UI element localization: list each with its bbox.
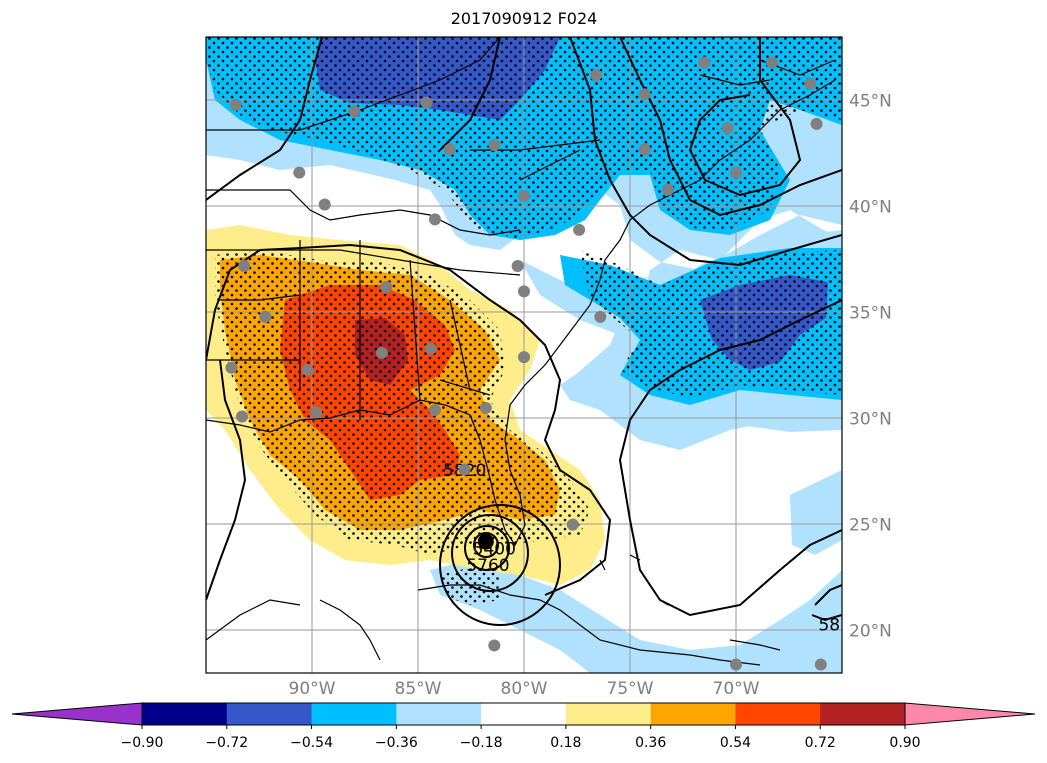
station-dot: [458, 463, 471, 476]
latitude-labels: 45°N 40°N 35°N 30°N 25°N 20°N: [849, 92, 892, 642]
colorbar-segment: [650, 703, 736, 725]
station-dot: [488, 639, 501, 652]
station-dot: [590, 69, 603, 82]
station-dot: [511, 259, 524, 272]
stipple-southeast: [580, 250, 842, 398]
colorbar-tick-label-3: −0.36: [375, 735, 418, 751]
colorbar-tick-label-2: −0.54: [290, 735, 333, 751]
colorbar-tick-label-0: −0.90: [121, 735, 164, 751]
station-dot: [662, 183, 675, 196]
station-dot: [375, 346, 388, 359]
station-dot: [766, 56, 779, 69]
station-dot: [730, 658, 742, 671]
lat-label-5: 20°N: [849, 622, 892, 642]
station-dot: [310, 406, 323, 419]
station-dot: [443, 143, 456, 156]
lon-label-1: 85°W: [395, 679, 442, 699]
colorbar-outline: [141, 702, 906, 726]
colorbar-tick-label-4: −0.18: [460, 735, 503, 751]
colorbar-segment: [820, 703, 906, 725]
height-contours: [206, 37, 842, 626]
colorbar-segment: [735, 703, 821, 725]
map-panel: 58205400576058: [205, 36, 843, 674]
station-dot: [804, 77, 817, 90]
stipple-south: [215, 250, 590, 555]
station-dot: [236, 410, 249, 423]
station-dot: [698, 56, 711, 69]
station-dot: [518, 285, 530, 298]
colorbar-segment: [396, 703, 482, 725]
colorbar-over-extend: [904, 702, 1036, 726]
storm-center-marker: [477, 533, 494, 550]
shade-light-blue-gulf-cuba: [430, 555, 842, 673]
lat-label-0: 45°N: [849, 92, 892, 112]
contour-label-3: 58: [818, 616, 840, 636]
station-dot: [721, 122, 734, 135]
station-dot: [518, 351, 530, 364]
colorbar-segment: [311, 703, 397, 725]
contour-label-2: 5760: [466, 556, 509, 576]
colorbar-segment: [226, 703, 313, 725]
station-dot: [318, 198, 331, 211]
station-dot: [814, 658, 827, 671]
lon-label-2: 80°W: [501, 679, 548, 699]
station-dot: [638, 143, 651, 156]
station-dot: [638, 88, 651, 101]
station-dot: [348, 105, 361, 118]
station-dot: [259, 310, 272, 323]
graticule: [206, 37, 842, 673]
colorbar-tick-label-7: 0.54: [720, 735, 751, 751]
colorbar: [11, 702, 1036, 726]
station-dot: [428, 213, 441, 226]
map-title: 2017090912 F024: [451, 9, 598, 28]
station-dot: [428, 404, 441, 417]
station-dot: [573, 223, 586, 236]
lat-label-3: 30°N: [849, 410, 892, 430]
lon-label-4: 70°W: [713, 679, 760, 699]
station-dot: [518, 190, 530, 202]
station-dot: [479, 402, 492, 414]
lat-label-2: 35°N: [849, 304, 892, 324]
station-dot: [488, 139, 501, 152]
colorbar-under-extend: [11, 702, 143, 726]
colorbar-segment: [481, 703, 567, 725]
lat-label-1: 40°N: [849, 198, 892, 218]
lon-label-3: 75°W: [607, 679, 654, 699]
station-dot: [810, 117, 823, 130]
colorbar-tick-label-9: 0.90: [889, 735, 920, 751]
colorbar-tick-label-5: 0.18: [550, 735, 581, 751]
station-dot: [238, 259, 251, 272]
station-dot: [594, 310, 607, 323]
colorbar-labels: −0.90 −0.72 −0.54 −0.36 −0.18 0.18 0.36 0.54 0.7…: [121, 725, 921, 751]
colorbar-segment: [142, 703, 228, 725]
colorbar-tick-label-8: 0.72: [805, 735, 836, 751]
colorbar-segment: [565, 703, 652, 725]
station-dot: [380, 281, 393, 294]
colorbar-tick-label-1: −0.72: [205, 735, 248, 751]
lat-label-4: 25°N: [849, 516, 892, 536]
station-dot: [730, 166, 742, 179]
station-dot: [424, 342, 437, 355]
map-frame: [205, 36, 843, 674]
station-dot: [566, 518, 579, 531]
lon-label-0: 90°W: [289, 679, 336, 699]
colorbar-tick-label-6: 0.36: [635, 735, 666, 751]
station-dot: [225, 361, 238, 374]
station-markers: [225, 56, 827, 671]
shade-light-blue-east-small: [790, 470, 842, 555]
station-dot: [293, 166, 306, 179]
longitude-labels: 90°W 85°W 80°W 75°W 70°W: [289, 679, 760, 699]
shading-layer: [206, 37, 842, 673]
station-dot: [229, 98, 242, 111]
station-dot: [301, 363, 314, 376]
station-dot: [420, 96, 433, 109]
